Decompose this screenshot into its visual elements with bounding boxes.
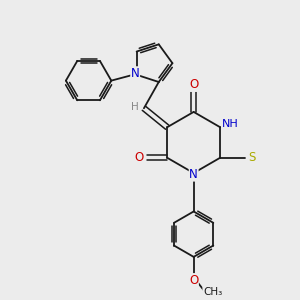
Text: O: O <box>189 78 198 92</box>
Text: N: N <box>131 67 140 80</box>
Text: O: O <box>134 151 144 164</box>
Text: O: O <box>189 274 198 287</box>
Text: N: N <box>189 168 198 181</box>
Text: NH: NH <box>222 119 239 129</box>
Text: S: S <box>248 151 256 164</box>
Text: H: H <box>131 102 139 112</box>
Text: CH₃: CH₃ <box>203 287 222 297</box>
